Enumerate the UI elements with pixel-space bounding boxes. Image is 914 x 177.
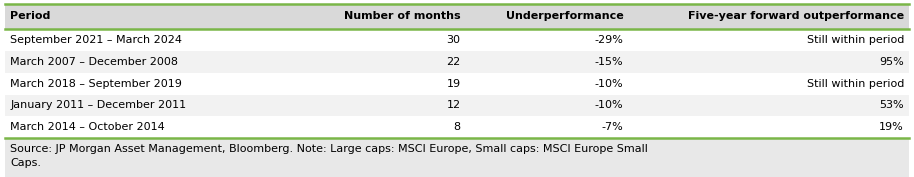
- Text: September 2021 – March 2024: September 2021 – March 2024: [10, 35, 182, 45]
- Bar: [629, 73, 909, 95]
- Text: 19%: 19%: [879, 122, 904, 132]
- Bar: [303, 29, 466, 51]
- Bar: [629, 29, 909, 51]
- Text: -29%: -29%: [595, 35, 623, 45]
- Text: Still within period: Still within period: [806, 35, 904, 45]
- Bar: [5, 4, 303, 29]
- Text: 12: 12: [446, 100, 461, 110]
- Text: 8: 8: [453, 122, 461, 132]
- Bar: [466, 51, 629, 73]
- Bar: [629, 4, 909, 29]
- Text: Underperformance: Underperformance: [505, 11, 623, 21]
- Bar: [5, 116, 303, 138]
- Bar: [5, 51, 303, 73]
- Text: -15%: -15%: [595, 57, 623, 67]
- Bar: [629, 95, 909, 116]
- Bar: [303, 73, 466, 95]
- Text: -10%: -10%: [595, 79, 623, 89]
- Text: March 2018 – September 2019: March 2018 – September 2019: [10, 79, 182, 89]
- Bar: [5, 29, 303, 51]
- Text: Source: JP Morgan Asset Management, Bloomberg. Note: Large caps: MSCI Europe, Sm: Source: JP Morgan Asset Management, Bloo…: [10, 144, 648, 168]
- Bar: [466, 29, 629, 51]
- Bar: [629, 116, 909, 138]
- Text: Number of months: Number of months: [344, 11, 461, 21]
- Bar: [5, 73, 303, 95]
- Bar: [5, 95, 303, 116]
- Text: -10%: -10%: [595, 100, 623, 110]
- Bar: [629, 51, 909, 73]
- Bar: [466, 95, 629, 116]
- Bar: [5, 138, 909, 177]
- Text: March 2014 – October 2014: March 2014 – October 2014: [10, 122, 165, 132]
- Text: 19: 19: [446, 79, 461, 89]
- Bar: [303, 4, 466, 29]
- Bar: [303, 116, 466, 138]
- Text: January 2011 – December 2011: January 2011 – December 2011: [10, 100, 186, 110]
- Text: -7%: -7%: [601, 122, 623, 132]
- Text: 53%: 53%: [879, 100, 904, 110]
- Bar: [303, 95, 466, 116]
- Bar: [466, 4, 629, 29]
- Bar: [303, 51, 466, 73]
- Text: Still within period: Still within period: [806, 79, 904, 89]
- Text: 30: 30: [447, 35, 461, 45]
- Bar: [466, 116, 629, 138]
- Text: Period: Period: [10, 11, 50, 21]
- Text: March 2007 – December 2008: March 2007 – December 2008: [10, 57, 178, 67]
- Text: 22: 22: [446, 57, 461, 67]
- Bar: [466, 73, 629, 95]
- Text: Five-year forward outperformance: Five-year forward outperformance: [688, 11, 904, 21]
- Text: 95%: 95%: [879, 57, 904, 67]
